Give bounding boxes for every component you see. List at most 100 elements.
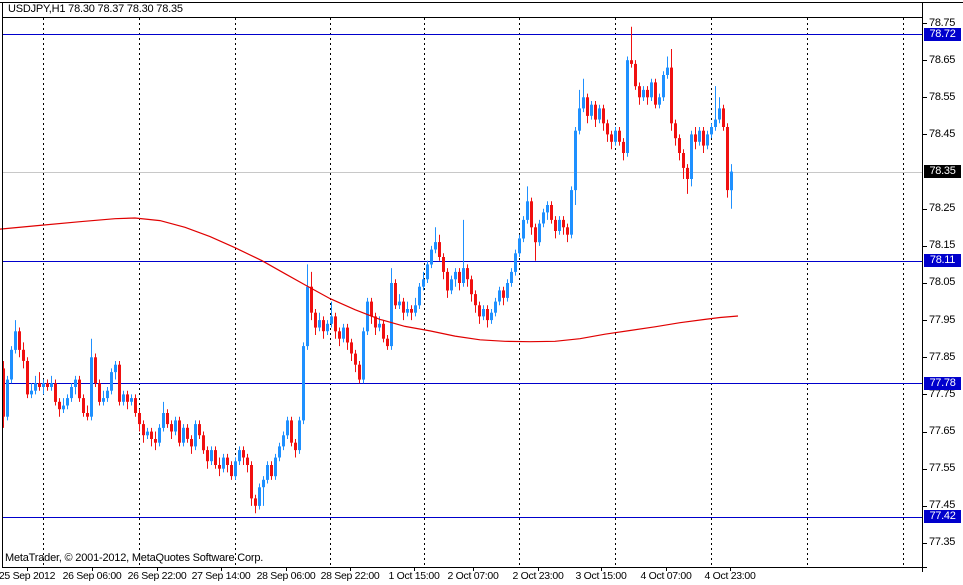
candle-body (230, 465, 233, 477)
candle-body (186, 427, 189, 439)
candle-body (110, 372, 113, 391)
price-tick-label: 77.95 (929, 314, 956, 326)
candle-body (714, 119, 717, 127)
candle-body (434, 242, 437, 250)
candle-body (330, 316, 333, 324)
candle-body (150, 431, 153, 439)
candle-body (170, 424, 173, 432)
candle-body (538, 223, 541, 243)
candle-body (58, 401, 61, 410)
candle-body (374, 316, 377, 328)
candle-body (126, 394, 129, 402)
candle-body (594, 104, 597, 120)
candle-body (706, 134, 709, 146)
candle-body (370, 301, 373, 317)
candle-body (726, 127, 729, 191)
candle-body (2, 368, 5, 417)
candle-body (122, 394, 125, 402)
price-tick-label: 78.15 (929, 239, 956, 251)
candle-body (626, 60, 629, 154)
candle-body (674, 123, 677, 139)
candle-body (390, 283, 393, 347)
candle-body (86, 413, 89, 417)
candle-body (606, 123, 609, 135)
candle-body (38, 383, 41, 387)
candle-body (550, 205, 553, 220)
candle-body (142, 424, 145, 436)
candle-body (614, 130, 617, 142)
candle-body (642, 89, 645, 98)
candle-body (514, 253, 517, 272)
candle-body (290, 420, 293, 443)
chart-symbol-ohlc-title: USDJPY,H1 78.30 78.37 78.30 78.35 (8, 3, 183, 15)
candle-body (518, 238, 521, 254)
copyright-text: MetaTrader, © 2001-2012, MetaQuotes Soft… (5, 552, 264, 564)
candle-body (686, 167, 689, 179)
candle-body (666, 67, 669, 75)
time-tick-label: 2 Oct 07:00 (447, 570, 499, 582)
time-tick-label: 26 Sep 22:00 (127, 570, 187, 582)
candle-body (342, 327, 345, 339)
candle-body (286, 420, 289, 436)
time-tick-label: 4 Oct 07:00 (640, 570, 692, 582)
price-tick-label: 78.65 (929, 54, 956, 66)
candle-body (490, 312, 493, 321)
candle-body (178, 420, 181, 443)
candle-body (218, 465, 221, 469)
candle-body (310, 286, 313, 313)
candle-body (302, 346, 305, 421)
candle-body (418, 286, 421, 306)
candle-body (254, 498, 257, 506)
candle-body (338, 331, 341, 339)
candle-body (350, 342, 353, 354)
candle-body (454, 271, 457, 280)
candle-body (298, 420, 301, 451)
candle-body (458, 271, 461, 283)
candle-body (354, 353, 357, 365)
candle-body (162, 413, 165, 428)
level-price-badge: 78.72 (924, 28, 961, 41)
price-tick-label: 78.45 (929, 128, 956, 140)
candle-body (722, 108, 725, 127)
candle-body (154, 439, 157, 443)
time-tick-label: 1 Oct 15:00 (388, 570, 440, 582)
candle-body (638, 86, 641, 98)
candle-body (222, 457, 225, 469)
candle-body (522, 219, 525, 239)
candle-body (506, 283, 509, 298)
candle-body (590, 104, 593, 116)
price-tick-label: 78.55 (929, 91, 956, 103)
candle-body (306, 286, 309, 347)
candle-body (406, 309, 409, 313)
candle-body (90, 357, 93, 417)
price-tick-label: 77.65 (929, 425, 956, 437)
candle-body (238, 450, 241, 462)
candle-body (18, 331, 21, 350)
candle-body (678, 138, 681, 153)
candle-body (546, 205, 549, 213)
candle-body (78, 379, 81, 399)
candle-body (526, 201, 529, 220)
candle-body (650, 82, 653, 98)
candle-body (314, 312, 317, 328)
level-price-badge: 77.42 (924, 510, 961, 523)
candle-body (114, 364, 117, 373)
candle-body (146, 431, 149, 436)
price-tick-label: 77.75 (929, 388, 956, 400)
candle-body (334, 316, 337, 332)
candle-body (202, 435, 205, 451)
candle-body (130, 398, 133, 402)
candle-body (106, 390, 109, 399)
candle-body (358, 364, 361, 380)
candle-body (326, 323, 329, 332)
candle-body (482, 309, 485, 317)
level-price-badge: 77.78 (924, 377, 961, 390)
candle-body (446, 271, 449, 291)
candle-body (554, 219, 557, 231)
candle-body (630, 60, 633, 64)
candle-body (70, 387, 73, 399)
candle-body (730, 171, 733, 191)
candle-body (66, 398, 69, 406)
candle-body (478, 305, 481, 317)
